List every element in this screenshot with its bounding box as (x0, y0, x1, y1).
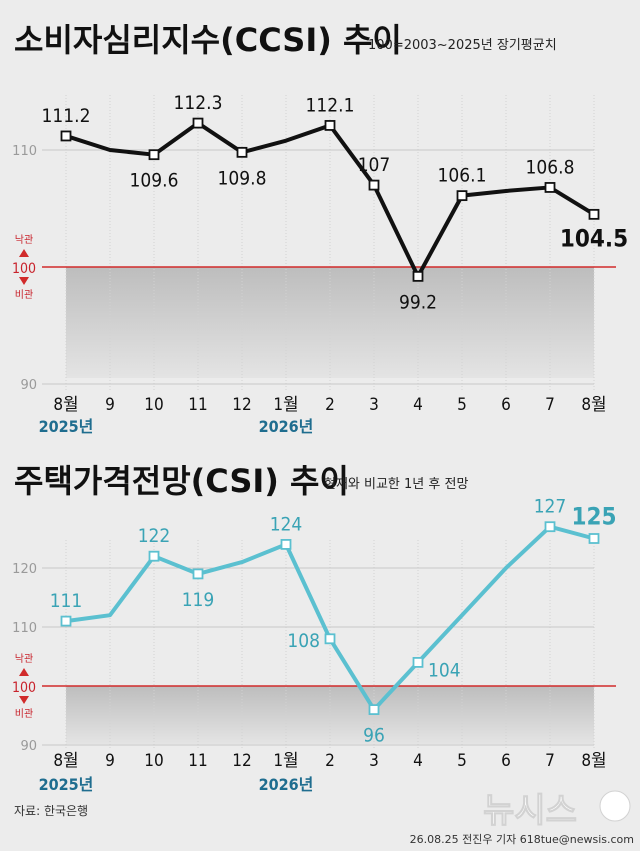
ccsi-point-marker (368, 179, 380, 191)
housing-data-label: 125 (571, 503, 616, 531)
housing-point-marker (280, 539, 292, 550)
ccsi-data-label: 109.6 (130, 170, 179, 192)
ccsi-data-label: 106.1 (438, 165, 487, 187)
housing-xtick-label: 2 (325, 751, 335, 771)
ccsi-year-label: 2025년 (39, 417, 94, 436)
housing-point-marker (368, 704, 380, 715)
housing-point-marker (148, 550, 160, 562)
housing-xtick-label: 9 (105, 751, 115, 771)
ccsi-xtick-label: 11 (188, 395, 207, 415)
ccsi-xtick-label: 10 (144, 395, 163, 415)
ccsi-data-label: 109.8 (218, 167, 267, 189)
housing-csi-chart-subtitle: 현재와 비교한 1년 후 전망 (324, 477, 468, 492)
ccsi-year-label: 2026년 (259, 417, 314, 436)
housing-reference-label: 100 (12, 680, 36, 696)
housing-xtick-label: 1월 (273, 751, 298, 771)
ccsi-xtick-label: 12 (232, 395, 251, 415)
newsis-logo-mark (599, 790, 631, 822)
housing-data-label: 122 (138, 525, 171, 547)
ccsi-point-marker (148, 149, 160, 161)
housing-ytick-label: 90 (20, 739, 37, 754)
ccsi-reference-label: 100 (12, 261, 36, 277)
housing-data-label: 119 (182, 589, 215, 611)
housing-data-label: 108 (287, 630, 320, 652)
ccsi-xtick-label: 8월 (53, 395, 78, 415)
housing-optimism-label: 낙관 (15, 653, 33, 665)
housing-up-arrow-icon (19, 668, 29, 676)
housing-xtick-label: 12 (232, 751, 251, 771)
ccsi-pessimism-band (66, 267, 594, 378)
ccsi-data-label: 107 (358, 154, 391, 176)
housing-year-label: 2025년 (39, 775, 94, 794)
ccsi-xtick-label: 5 (457, 395, 467, 415)
ccsi-xtick-label: 4 (413, 395, 423, 415)
ccsi-up-arrow-icon (19, 249, 29, 257)
ccsi-data-label: 104.5 (560, 224, 628, 252)
ccsi-data-label: 106.8 (526, 156, 575, 178)
ccsi-point-marker (60, 130, 72, 142)
credit-line: 26.08.25 전진우 기자 618tue@newsis.com (410, 833, 634, 846)
housing-xtick-label: 4 (413, 751, 423, 771)
ccsi-point-marker (236, 146, 248, 158)
housing-point-marker (192, 568, 204, 580)
housing-pessimism-label: 비관 (15, 708, 33, 720)
housing-point-marker (544, 521, 556, 533)
ccsi-point-marker (412, 270, 424, 282)
housing-point-marker (588, 533, 600, 544)
ccsi-xtick-label: 6 (501, 395, 511, 415)
housing-xtick-label: 7 (545, 751, 555, 771)
ccsi-chart-subtitle: 100=2003~2025년 장기평균치 (368, 38, 557, 53)
housing-xtick-label: 11 (188, 751, 207, 771)
ccsi-point-marker (588, 208, 600, 220)
housing-xtick-label: 3 (369, 751, 379, 771)
ccsi-point-marker (192, 117, 204, 129)
source-note: 자료: 한국은행 (14, 803, 88, 818)
housing-down-arrow-icon (19, 696, 29, 704)
housing-data-label: 124 (270, 513, 303, 535)
ccsi-xtick-label: 1월 (273, 395, 298, 415)
ccsi-data-label: 111.2 (42, 105, 91, 127)
housing-xtick-label: 10 (144, 751, 163, 771)
housing-point-marker (412, 657, 424, 668)
ccsi-chart-title: 소비자심리지수(CCSI) 추이 (14, 21, 402, 59)
ccsi-pessimism-label: 비관 (15, 289, 33, 301)
ccsi-ytick-label: 90 (20, 378, 37, 393)
ccsi-xtick-label: 8월 (581, 395, 606, 415)
housing-xtick-label: 5 (457, 751, 467, 771)
newsis-logo-text: 뉴시스 (483, 791, 577, 831)
housing-csi-chart: 주택가격전망(CSI) 추이 현재와 비교한 1년 후 전망 90 110 120 1… (12, 462, 617, 794)
housing-data-label: 96 (363, 725, 385, 747)
housing-point-marker (324, 633, 336, 645)
footer: 자료: 한국은행 26.08.25 전진우 기자 618tue@newsis.c… (14, 790, 634, 846)
ccsi-point-marker (544, 182, 556, 193)
ccsi-point-marker (324, 120, 336, 131)
housing-ytick-label: 120 (12, 562, 37, 577)
housing-ytick-label: 110 (12, 621, 37, 636)
ccsi-optimism-label: 낙관 (15, 234, 33, 246)
housing-xtick-label: 8월 (53, 751, 78, 771)
ccsi-point-marker (456, 190, 468, 202)
housing-data-label: 111 (50, 590, 83, 612)
ccsi-chart: 소비자심리지수(CCSI) 추이 100=2003~2025년 장기평균치 90… (12, 21, 628, 436)
housing-data-label: 104 (428, 659, 461, 681)
housing-data-label: 127 (534, 496, 567, 518)
housing-point-marker (60, 615, 72, 627)
newsis-logo: 뉴시스 (483, 790, 631, 832)
ccsi-xtick-label: 3 (369, 395, 379, 415)
ccsi-down-arrow-icon (19, 277, 29, 285)
ccsi-data-label: 99.2 (399, 291, 437, 313)
ccsi-xtick-label: 7 (545, 395, 555, 415)
housing-year-label: 2026년 (259, 775, 314, 794)
ccsi-data-label: 112.1 (306, 94, 355, 116)
ccsi-xtick-label: 2 (325, 395, 335, 415)
housing-xtick-label: 6 (501, 751, 511, 771)
ccsi-ytick-label: 110 (12, 144, 37, 159)
housing-csi-chart-title: 주택가격전망(CSI) 추이 (14, 462, 349, 500)
housing-xtick-label: 8월 (581, 751, 606, 771)
ccsi-xtick-label: 9 (105, 395, 115, 415)
ccsi-data-label: 112.3 (174, 92, 223, 114)
